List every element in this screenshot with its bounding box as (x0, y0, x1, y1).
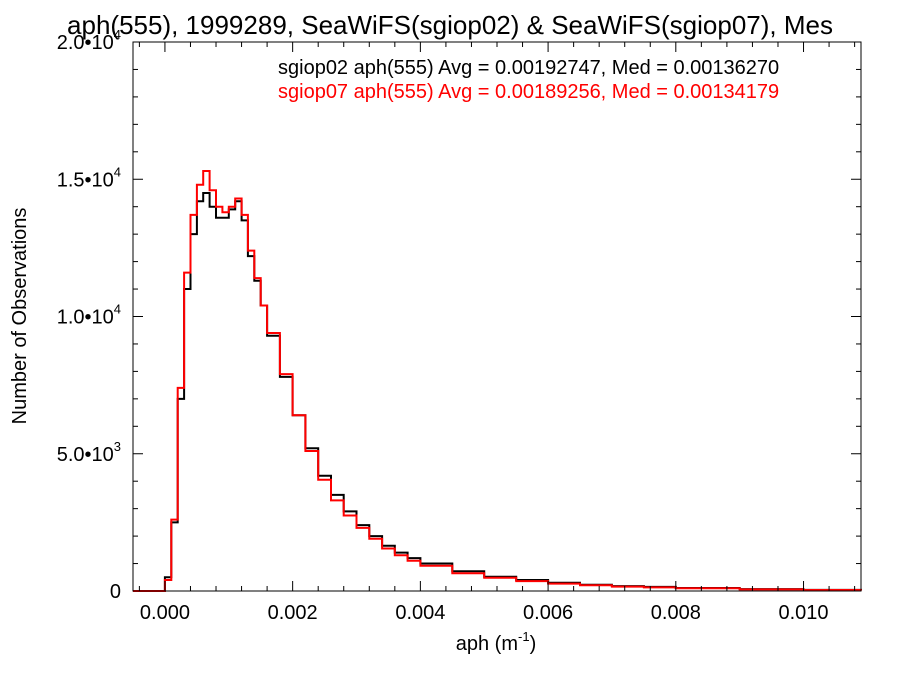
y-tick-label: 2.0•104 (57, 27, 121, 54)
y-tick-label: 0 (110, 581, 121, 603)
legend-entry-sgiop02: sgiop02 aph(555) Avg = 0.00192747, Med =… (278, 57, 779, 79)
x-tick-label: 0.010 (778, 602, 828, 624)
y-tick-label: 5.0•103 (57, 439, 121, 466)
x-tick-label: 0.004 (395, 602, 445, 624)
axis-tick-labels: 0.000 0.002 0.004 0.006 0.008 0.010 0 5.0•103 1.… (57, 27, 829, 624)
y-tick-label: 1.5•104 (57, 164, 121, 191)
plot-lines (133, 170, 862, 592)
legend: sgiop02 aph(555) Avg = 0.00192747, Med =… (278, 57, 779, 103)
y-axis-label: Number of Observations (9, 208, 31, 425)
legend-entry-sgiop07: sgiop07 aph(555) Avg = 0.00189256, Med =… (278, 81, 779, 103)
chart-title: aph(555), 1999289, SeaWiFS(sgiop02) & Se… (67, 10, 833, 40)
x-tick-label: 0.008 (651, 602, 701, 624)
y-tick-label: 1.0•104 (57, 302, 121, 329)
axis-ticks (133, 41, 861, 592)
x-tick-label: 0.006 (523, 602, 573, 624)
x-tick-label: 0.000 (140, 602, 190, 624)
x-tick-label: 0.002 (268, 602, 318, 624)
series-line-1 (133, 170, 862, 592)
x-axis-label: aph (m-1) (456, 629, 536, 655)
